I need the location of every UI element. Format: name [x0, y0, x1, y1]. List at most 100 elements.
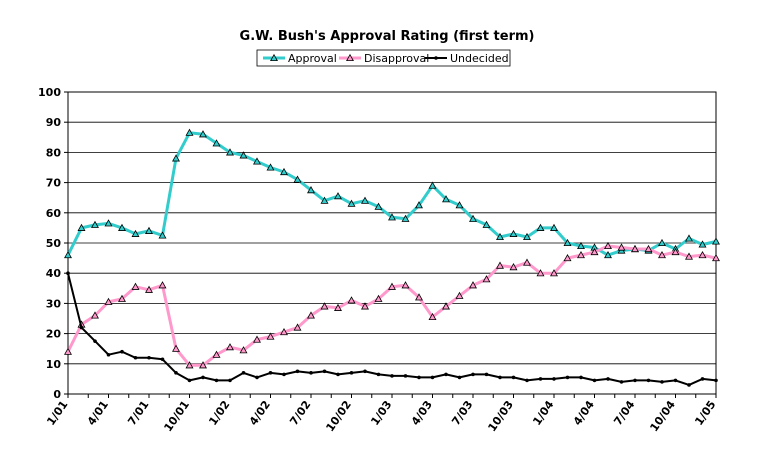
undecided-point	[606, 377, 610, 381]
disapproval-point	[347, 296, 356, 304]
undecided-point	[538, 377, 543, 381]
undecided-point	[282, 372, 286, 377]
legend-undecided-label: Undecided	[450, 52, 509, 65]
undecided-point	[295, 369, 300, 374]
x-tick-label: 4/01	[85, 398, 111, 428]
undecided-point	[376, 372, 381, 377]
approval-point	[77, 223, 86, 231]
legend-approval-marker	[270, 53, 278, 62]
undecided-point	[390, 374, 394, 378]
disapproval-point	[442, 302, 450, 310]
series-approval	[64, 128, 720, 259]
y-tick-label: 70	[46, 177, 62, 190]
undecided-point	[268, 371, 273, 375]
legend-undecided-marker	[434, 56, 438, 60]
approval-point	[415, 201, 423, 209]
undecided-point	[336, 372, 340, 377]
chart-title: G.W. Bush's Approval Rating (first term)	[240, 29, 535, 44]
x-tick-label: 4/03	[409, 398, 435, 428]
disapproval-point	[307, 311, 315, 319]
undecided-point	[619, 380, 624, 384]
undecided-point	[714, 378, 718, 383]
approval-point	[712, 237, 720, 245]
legend-disapproval-label: Disapproval	[364, 52, 429, 65]
y-tick-label: 30	[46, 297, 62, 310]
approval-point	[550, 223, 558, 231]
approval-point	[374, 202, 383, 210]
approval-point	[226, 148, 234, 156]
disapproval-point	[212, 350, 221, 358]
approval-point	[469, 214, 477, 222]
x-tick-label: 10/04	[647, 398, 678, 434]
undecided-point	[525, 378, 529, 383]
undecided-point	[673, 378, 678, 383]
approval-point	[496, 232, 504, 241]
disapproval-point	[685, 252, 693, 260]
disapproval-point	[280, 327, 288, 336]
approval-point	[307, 186, 315, 194]
undecided-point	[403, 374, 408, 378]
approval-point	[239, 151, 248, 159]
y-tick-label: 60	[46, 207, 62, 220]
undecided-point	[201, 375, 205, 380]
x-tick-label: 7/03	[449, 398, 475, 428]
undecided-point	[255, 375, 259, 380]
legend-box	[256, 49, 511, 67]
approval-point	[536, 223, 545, 231]
x-tick-label: 1/02	[206, 398, 232, 428]
disapproval-point	[388, 282, 396, 290]
y-tick-label: 0	[53, 388, 61, 401]
approval-point	[361, 196, 369, 204]
undecided-point	[363, 369, 367, 374]
disapproval-point	[496, 261, 504, 269]
disapproval-point	[590, 247, 599, 256]
disapproval-point	[401, 281, 410, 289]
undecided-point	[79, 325, 84, 330]
undecided-point	[66, 271, 70, 276]
disapproval-point	[145, 285, 153, 293]
x-tick-label: 1/03	[368, 398, 394, 428]
disapproval-point	[293, 323, 302, 331]
undecided-point	[187, 378, 192, 383]
undecided-point	[417, 375, 421, 380]
undecided-point	[160, 357, 165, 362]
undecided-point	[633, 378, 637, 383]
approval-point	[509, 229, 518, 237]
undecided-point	[511, 375, 516, 380]
legend-disapproval-marker	[346, 53, 354, 62]
disapproval-point	[644, 244, 653, 253]
undecided-point	[646, 378, 651, 383]
undecided-point	[687, 383, 691, 387]
undecided-point	[457, 375, 462, 380]
disapproval-point	[64, 347, 72, 355]
series-undecided	[66, 271, 718, 387]
x-tick-label: 4/02	[247, 398, 273, 428]
y-tick-label: 20	[46, 328, 62, 341]
disapproval-point	[239, 346, 248, 354]
undecided-point	[214, 378, 219, 383]
approval-point	[212, 139, 221, 147]
undecided-line	[67, 272, 717, 386]
approval-point	[577, 241, 585, 250]
disapproval-point	[320, 302, 329, 310]
disapproval-point	[131, 282, 140, 290]
x-tick-label: 1/01	[44, 398, 70, 428]
disapproval-point	[185, 361, 194, 369]
undecided-point	[120, 349, 124, 354]
undecided-point	[592, 378, 597, 383]
approval-point	[145, 226, 153, 234]
disapproval-point	[523, 258, 531, 266]
x-tick-label: 1/04	[530, 398, 556, 428]
undecided-point	[660, 380, 664, 384]
disapproval-point	[631, 244, 639, 253]
y-tick-label: 90	[46, 116, 62, 129]
series-layer	[64, 128, 720, 387]
disapproval-point	[509, 263, 518, 271]
approval-point	[320, 196, 329, 204]
approval-point	[347, 199, 356, 207]
disapproval-point	[698, 250, 707, 259]
disapproval-point	[226, 343, 234, 351]
y-tick-label: 40	[46, 267, 62, 280]
undecided-point	[106, 352, 111, 357]
